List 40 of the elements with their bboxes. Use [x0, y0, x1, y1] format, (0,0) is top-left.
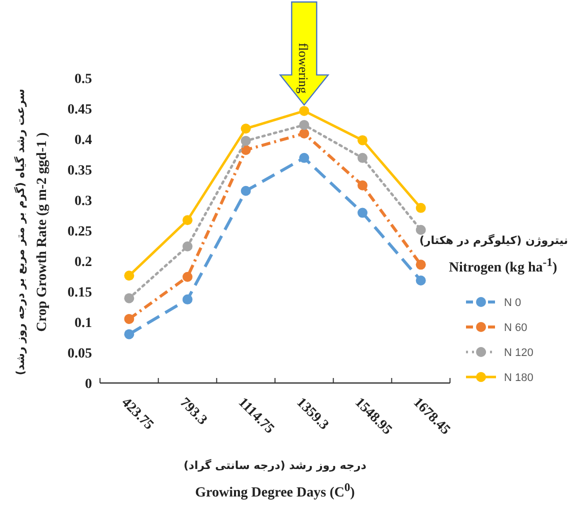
annotation: flowering [296, 42, 312, 94]
point [182, 294, 192, 304]
y-tick-label: 0.15 [68, 286, 92, 300]
point [416, 224, 426, 235]
y-tick-label: 0.25 [68, 224, 92, 240]
point [124, 314, 134, 324]
y-tick-label: 0.4 [74, 133, 92, 148]
point [358, 135, 368, 146]
point [299, 120, 310, 130]
y-tick-label: 0.1 [74, 316, 92, 331]
point [124, 270, 134, 281]
point [299, 106, 310, 116]
y-tick-label: 0.3 [74, 194, 92, 209]
point [182, 215, 192, 226]
point [182, 272, 192, 282]
y-tick-label: 0.05 [68, 346, 92, 362]
point [358, 152, 368, 163]
point [416, 202, 426, 213]
y-tick-label: 0.5 [74, 72, 92, 87]
point [124, 293, 134, 304]
point [124, 329, 134, 340]
point [416, 276, 426, 286]
point [358, 208, 368, 218]
legend-label: N 60 [504, 322, 528, 334]
legend-label: N 0 [504, 297, 522, 309]
y-tick-label: 0 [85, 377, 92, 392]
point [416, 260, 426, 270]
point [358, 180, 368, 190]
point [299, 128, 310, 139]
point [240, 186, 251, 196]
legend-label: N 120 [504, 347, 534, 359]
arrow-flowering: flowering [278, 1, 330, 106]
legend-label: N 180 [504, 372, 534, 384]
point [299, 152, 310, 163]
y-tick-label: 0.2 [74, 255, 92, 270]
y-tick-label: 0.45 [68, 102, 92, 118]
point [240, 124, 251, 134]
point [240, 136, 251, 146]
point [182, 241, 192, 252]
y-tick-label: 0.35 [68, 164, 92, 178]
